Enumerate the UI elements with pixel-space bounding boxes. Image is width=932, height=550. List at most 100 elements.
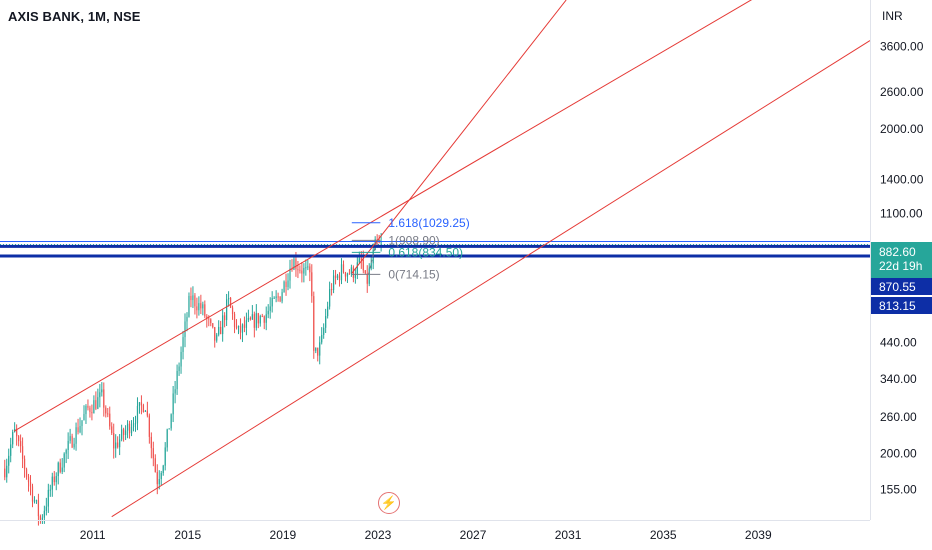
candle-body <box>61 467 63 472</box>
level-b-badge: 813.15 <box>871 297 932 314</box>
x-tick-label: 2039 <box>745 528 772 542</box>
y-tick-label: 1400.00 <box>880 172 924 186</box>
candle-body <box>253 314 255 328</box>
candle-body <box>190 295 192 301</box>
candle-body <box>285 281 287 288</box>
candle-body <box>45 506 47 511</box>
candle-body <box>146 410 148 416</box>
candle-body <box>89 407 91 412</box>
y-axis: INR 3600.00 2600.00 2000.00 1400.00 1100.00 44… <box>880 9 924 497</box>
candle-body <box>12 432 14 445</box>
candle-body <box>49 489 51 491</box>
candle-body <box>275 296 277 298</box>
candle-body <box>289 268 291 281</box>
x-tick-label: 2031 <box>555 528 582 542</box>
candle-body <box>354 274 356 278</box>
candle-body <box>25 469 28 477</box>
candle-body <box>338 275 341 281</box>
candle-body <box>263 316 265 323</box>
candle-body <box>327 306 329 317</box>
candle-body <box>122 429 125 435</box>
y-tick-label: 2000.00 <box>880 122 924 136</box>
candle-body <box>119 439 121 448</box>
candle-body <box>31 486 34 502</box>
candle-body <box>29 482 32 487</box>
candle-body <box>216 334 218 341</box>
candle-body <box>150 436 152 449</box>
candle-body <box>313 296 315 351</box>
candle-body <box>18 436 20 442</box>
candle-body <box>115 442 117 449</box>
candle-body <box>350 267 353 274</box>
candle-body <box>227 297 230 300</box>
candle-body <box>59 462 61 472</box>
trend-lines <box>14 0 871 518</box>
candle-body <box>330 289 333 291</box>
y-tick-label: 260.00 <box>880 410 917 424</box>
candle-body <box>370 263 372 269</box>
candle-body <box>178 366 180 371</box>
candle-body <box>323 327 325 335</box>
candle-body <box>295 259 297 270</box>
candle-body <box>297 269 299 271</box>
candle-body <box>305 267 307 269</box>
candle-body <box>222 315 224 335</box>
fib-level-label: 1(908.90) <box>388 233 439 247</box>
candle-body <box>43 510 45 518</box>
candlestick-series <box>4 233 382 526</box>
candle-body <box>35 500 38 502</box>
candle-body <box>91 411 93 414</box>
y-tick-label: 200.00 <box>880 447 917 461</box>
candle-body <box>364 270 366 274</box>
candle-body <box>249 317 251 320</box>
candle-body <box>33 500 36 502</box>
candle-body <box>235 326 238 328</box>
candle-body <box>128 423 131 434</box>
last-price-badge: 882.60 22d 19h <box>871 242 932 278</box>
candle-body <box>21 446 24 459</box>
candle-body <box>220 326 222 335</box>
candle-body <box>97 397 99 409</box>
x-tick-label: 2023 <box>365 528 392 542</box>
candle-body <box>317 347 319 356</box>
candle-body <box>344 272 347 277</box>
candle-body <box>269 306 271 311</box>
candle-body <box>360 258 362 260</box>
candle-body <box>257 313 259 324</box>
candle-body <box>37 500 40 517</box>
lightning-bolt-icon[interactable]: ⚡ <box>378 492 400 514</box>
candle-body <box>356 262 358 275</box>
candle-body <box>47 489 49 507</box>
price-axis-divider <box>870 0 871 520</box>
candle-body <box>126 423 129 431</box>
candle-body <box>152 448 154 459</box>
candle-body <box>301 270 303 274</box>
candle-body <box>225 299 228 321</box>
fib-level-label: 0(714.15) <box>388 267 439 281</box>
candle-body <box>113 433 115 449</box>
candle-body <box>279 296 281 302</box>
candle-body <box>138 402 141 406</box>
candle-body <box>132 423 135 428</box>
candle-body <box>229 297 232 308</box>
y-tick-label: 155.00 <box>880 483 917 497</box>
candle-body <box>319 342 321 356</box>
candle-body <box>334 275 337 278</box>
candle-body <box>174 389 176 394</box>
candle-body <box>307 266 309 268</box>
x-tick-label: 2027 <box>460 528 487 542</box>
candle-body <box>117 442 119 448</box>
candle-body <box>194 295 196 307</box>
candle-body <box>358 258 360 263</box>
candle-body <box>332 275 335 290</box>
x-tick-label: 2015 <box>174 528 201 542</box>
candle-body <box>140 402 143 406</box>
candle-body <box>182 337 184 352</box>
fib-level-label: 1.618(1029.25) <box>388 216 469 230</box>
candle-body <box>336 275 339 278</box>
candle-body <box>241 324 244 333</box>
candle-body <box>53 476 55 483</box>
candle-body <box>188 295 190 317</box>
candle-body <box>352 267 355 278</box>
